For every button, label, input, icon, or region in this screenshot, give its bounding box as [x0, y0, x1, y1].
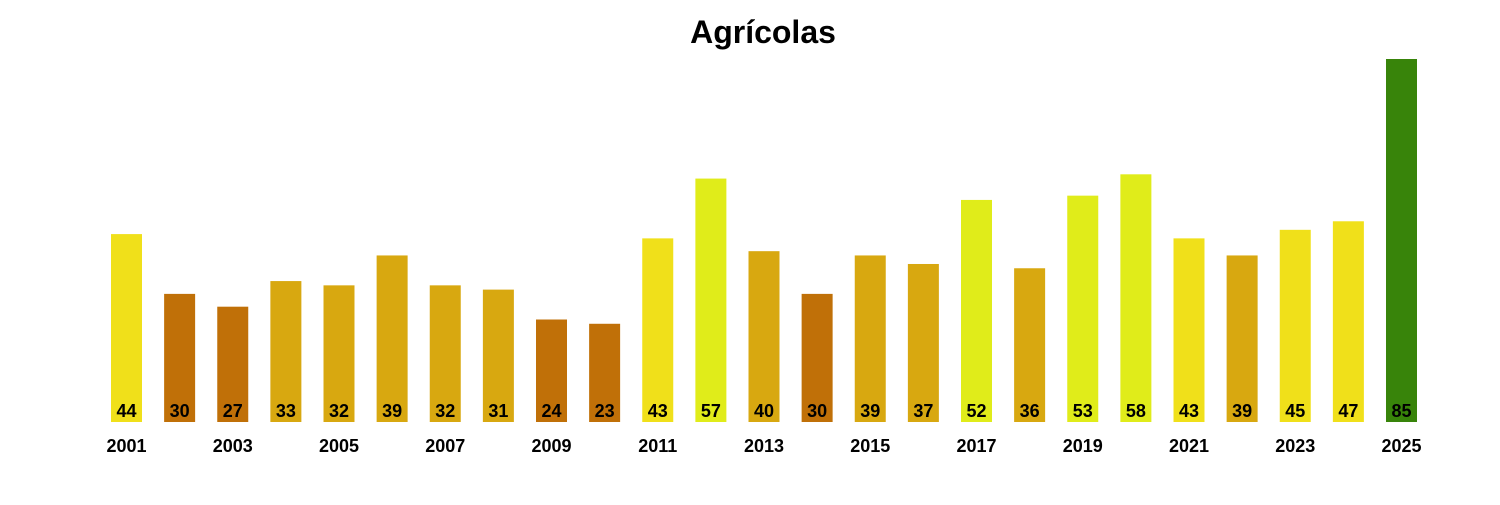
- data-label: 27: [223, 401, 243, 421]
- x-tick-label: 2025: [1381, 436, 1421, 456]
- data-label: 39: [382, 401, 402, 421]
- bar-2023: [1279, 229, 1311, 422]
- x-tick-label: 2009: [531, 436, 571, 456]
- data-label: 37: [913, 401, 933, 421]
- x-tick-label: 2017: [956, 436, 996, 456]
- data-label: 30: [807, 401, 827, 421]
- data-label: 39: [860, 401, 880, 421]
- bar-2019: [1067, 195, 1099, 422]
- data-label: 24: [541, 401, 561, 421]
- bar-2020: [1120, 174, 1152, 422]
- x-tick-label: 2005: [319, 436, 359, 456]
- bar-2014: [801, 293, 833, 422]
- bar-2008: [482, 289, 514, 422]
- data-label: 33: [276, 401, 296, 421]
- bar-2018: [1014, 268, 1046, 422]
- chart-title: Agrícolas: [690, 14, 836, 50]
- bar-2006: [376, 255, 408, 422]
- data-label: 43: [648, 401, 668, 421]
- bar-2007: [429, 285, 461, 422]
- data-label: 23: [595, 401, 615, 421]
- bar-2004: [270, 281, 302, 422]
- data-label: 43: [1179, 401, 1199, 421]
- bar-2001: [111, 234, 142, 422]
- x-tick-label: 2023: [1275, 436, 1315, 456]
- bar-2022: [1226, 255, 1258, 422]
- x-tick-label: 2019: [1063, 436, 1103, 456]
- data-label: 40: [754, 401, 774, 421]
- bar-2015: [854, 255, 886, 422]
- data-label: 32: [435, 401, 455, 421]
- bar-2013: [748, 251, 780, 422]
- data-label: 53: [1073, 401, 1093, 421]
- bar-2017: [961, 199, 992, 422]
- bar-2024: [1332, 221, 1364, 422]
- data-label: 85: [1391, 401, 1411, 421]
- bar-2021: [1173, 238, 1205, 422]
- data-label: 31: [488, 401, 508, 421]
- data-label: 32: [329, 401, 349, 421]
- x-tick-label: 2021: [1169, 436, 1209, 456]
- bar-2005: [323, 285, 355, 422]
- data-label: 45: [1285, 401, 1305, 421]
- bar-2009: [536, 319, 567, 422]
- data-label: 58: [1126, 401, 1146, 421]
- x-tick-label: 2003: [213, 436, 253, 456]
- bar-2003: [217, 306, 249, 422]
- x-tick-label: 2007: [425, 436, 465, 456]
- data-label: 30: [170, 401, 190, 421]
- data-label: 44: [116, 401, 136, 421]
- bar-2011: [642, 238, 674, 422]
- x-tick-label: 2011: [638, 436, 677, 456]
- bar-2002: [164, 293, 196, 422]
- data-label: 52: [966, 401, 986, 421]
- data-label: 36: [1020, 401, 1040, 421]
- x-tick-label: 2001: [106, 436, 146, 456]
- bar-2025: [1386, 59, 1417, 422]
- data-label: 57: [701, 401, 721, 421]
- x-tick-label: 2015: [850, 436, 890, 456]
- bar-2012: [695, 178, 727, 422]
- x-tick-label: 2013: [744, 436, 784, 456]
- bar-2010: [589, 323, 621, 422]
- data-label: 47: [1338, 401, 1358, 421]
- data-label: 39: [1232, 401, 1252, 421]
- bar-2016: [907, 263, 939, 422]
